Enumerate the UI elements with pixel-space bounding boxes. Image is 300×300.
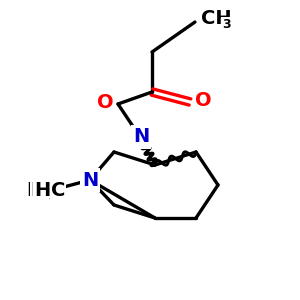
Text: H: H	[34, 182, 50, 200]
Text: O: O	[195, 92, 211, 110]
Text: 3: 3	[48, 190, 57, 202]
Text: H: H	[31, 182, 47, 200]
Text: 3: 3	[222, 17, 231, 31]
Text: C: C	[51, 182, 65, 200]
Text: O: O	[98, 94, 114, 112]
Text: N: N	[133, 128, 149, 146]
Text: CH: CH	[201, 10, 232, 28]
Text: H: H	[27, 182, 43, 200]
Text: N: N	[82, 170, 98, 190]
